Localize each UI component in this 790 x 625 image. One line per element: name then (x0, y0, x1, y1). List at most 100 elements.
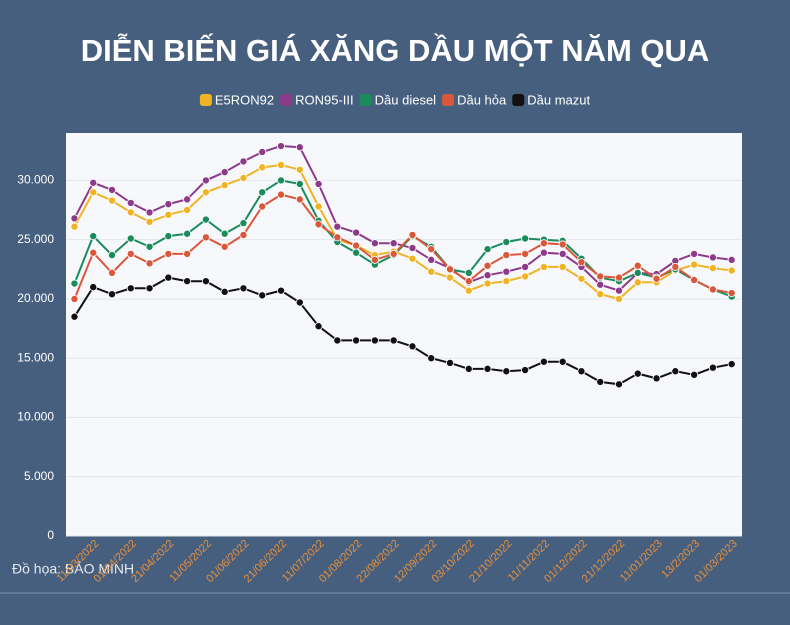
y-tick-label: 30.000 (17, 173, 54, 187)
point (108, 251, 117, 260)
point (615, 286, 624, 295)
point (239, 230, 248, 239)
point (408, 243, 417, 252)
point (427, 255, 436, 264)
point (295, 179, 304, 188)
point (201, 188, 210, 197)
point (370, 336, 379, 345)
point (277, 142, 286, 151)
y-tick-label: 25.000 (17, 232, 54, 246)
point (408, 230, 417, 239)
point (164, 273, 173, 282)
point (108, 196, 117, 205)
point (521, 234, 530, 243)
point (464, 364, 473, 373)
point (352, 336, 361, 345)
chart-title: DIỄN BIẾN GIÁ XĂNG DẦU MỘT NĂM QUA (81, 32, 710, 68)
point (483, 279, 492, 288)
point (727, 289, 736, 298)
point (690, 275, 699, 284)
point (671, 262, 680, 271)
point (314, 179, 323, 188)
point (633, 278, 642, 287)
y-tick-label: 10.000 (17, 410, 54, 424)
point (108, 290, 117, 299)
point (258, 163, 267, 172)
point (108, 268, 117, 277)
point (521, 262, 530, 271)
point (295, 165, 304, 174)
point (183, 277, 192, 286)
point (108, 185, 117, 194)
y-tick-label: 15.000 (17, 350, 54, 364)
legend-marker (199, 94, 212, 106)
point (295, 195, 304, 204)
point (70, 312, 79, 321)
legend: E5RON92 RON95-III Dầu diesel Dầu hỏa Dầu maz… (199, 92, 590, 107)
point (596, 377, 605, 386)
point (164, 200, 173, 209)
point (126, 249, 135, 258)
point (558, 357, 567, 366)
point (615, 273, 624, 282)
point (427, 267, 436, 276)
point (708, 253, 717, 262)
point (277, 190, 286, 199)
point (352, 248, 361, 257)
legend-marker (512, 94, 525, 106)
point (502, 267, 511, 276)
point (577, 258, 586, 267)
point (183, 195, 192, 204)
point (446, 358, 455, 367)
point (239, 174, 248, 183)
point (521, 366, 530, 375)
point (314, 322, 323, 331)
point (126, 198, 135, 207)
point (201, 277, 210, 286)
point (70, 214, 79, 223)
point (70, 279, 79, 288)
point (577, 367, 586, 376)
point (258, 202, 267, 211)
point (126, 284, 135, 293)
point (558, 262, 567, 271)
point (539, 262, 548, 271)
point (145, 284, 154, 293)
point (258, 291, 267, 300)
point (502, 238, 511, 247)
point (220, 229, 229, 238)
point (671, 367, 680, 376)
y-tick-label: 0 (47, 528, 54, 542)
point (277, 176, 286, 185)
legend-marker (442, 94, 455, 106)
point (633, 268, 642, 277)
point (483, 364, 492, 373)
point (577, 274, 586, 283)
point (690, 260, 699, 269)
point (483, 271, 492, 280)
point (558, 249, 567, 258)
point (596, 290, 605, 299)
point (727, 360, 736, 369)
point (652, 274, 661, 283)
point (483, 261, 492, 270)
legend-label: Dầu diesel (375, 92, 437, 107)
point (201, 176, 210, 185)
point (183, 229, 192, 238)
point (690, 249, 699, 258)
point (502, 251, 511, 260)
point (333, 222, 342, 231)
point (220, 242, 229, 251)
point (389, 239, 398, 248)
legend-label: Dầu mazut (527, 92, 590, 107)
point (708, 264, 717, 273)
y-tick-label: 20.000 (17, 291, 54, 305)
point (70, 222, 79, 231)
point (164, 210, 173, 219)
point (145, 242, 154, 251)
legend-label: E5RON92 (215, 92, 274, 107)
point (539, 357, 548, 366)
point (464, 268, 473, 277)
point (633, 261, 642, 270)
